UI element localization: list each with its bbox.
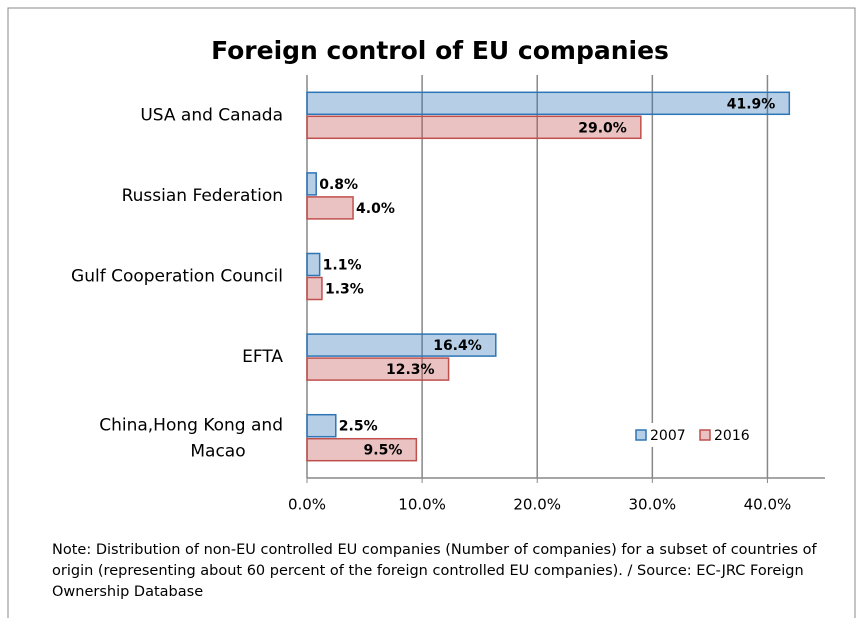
note: Note: Distribution of non-EU controlled … <box>52 542 817 600</box>
bar <box>306 276 323 301</box>
bar <box>306 333 497 357</box>
chart-title: Foreign control of EU companies <box>211 36 669 65</box>
chart-frame <box>7 7 856 618</box>
x-tick-label: 40.0% <box>744 496 792 514</box>
x-tick-label: 10.0% <box>398 496 446 514</box>
bar <box>306 196 354 220</box>
data-label: 9.5% <box>364 443 403 459</box>
y-tick-label-line: Macao <box>190 442 245 462</box>
legend-label: 2016 <box>714 428 750 444</box>
bar <box>306 115 642 140</box>
bar <box>306 252 321 277</box>
data-label: 4.0% <box>356 201 395 217</box>
bar <box>306 91 791 116</box>
y-tick-label-line: China,Hong Kong and <box>99 416 283 436</box>
bar <box>306 172 317 196</box>
y-tick-label: EFTA <box>242 347 283 367</box>
x-tick-label: 0.0% <box>288 496 326 514</box>
data-label: 41.9% <box>727 96 776 112</box>
data-label: 16.4% <box>433 338 482 354</box>
data-label: 1.3% <box>325 282 364 298</box>
x-tick-label: 20.0% <box>513 496 561 514</box>
data-label: 29.0% <box>578 120 627 136</box>
legend-label: 2007 <box>650 428 686 444</box>
y-tick-label: China,Hong Kong and Macao <box>99 416 283 462</box>
bar <box>306 437 418 462</box>
bar <box>306 413 337 438</box>
bar <box>306 357 450 381</box>
data-label: 12.3% <box>386 362 435 378</box>
x-tick-label: 30.0% <box>629 496 677 514</box>
data-label: 1.1% <box>323 258 362 274</box>
data-label: 0.8% <box>319 177 358 193</box>
data-label: 2.5% <box>339 419 378 435</box>
legend-swatch <box>699 429 711 441</box>
y-tick-label: USA and Canada <box>140 105 283 125</box>
y-tick-label: Gulf Cooperation Council <box>71 267 283 287</box>
y-tick-label: Russian Federation <box>122 186 283 206</box>
legend-swatch <box>635 429 647 441</box>
legend-box <box>630 423 758 447</box>
